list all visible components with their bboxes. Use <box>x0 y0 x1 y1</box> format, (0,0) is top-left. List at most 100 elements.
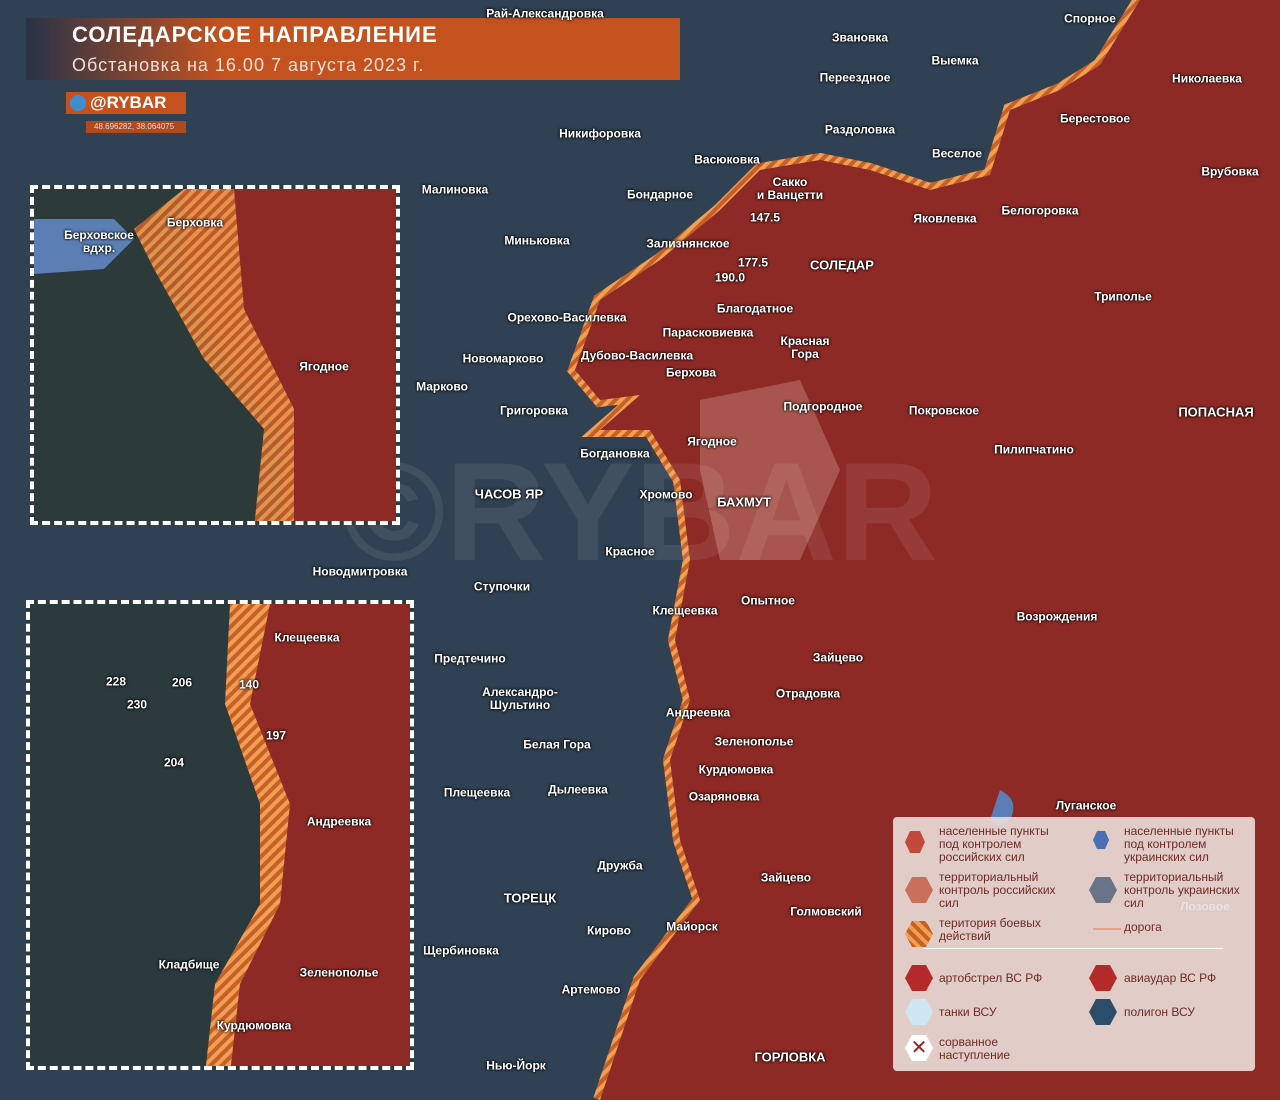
combat-zone-icon <box>905 921 933 947</box>
place-label: Возрождения <box>1016 609 1098 624</box>
page-title: СОЛЕДАРСКОЕ НАПРАВЛЕНИЕ <box>72 22 438 47</box>
legend-tanks: танки ВСУ <box>939 1005 997 1019</box>
place-label: Орехово-Василевка <box>507 310 627 325</box>
place-label: ГОРЛОВКА <box>754 1049 826 1065</box>
legend: населенные пункты под контролем российск… <box>893 817 1255 1071</box>
brand-name: @RYBAR <box>90 93 167 112</box>
place-label: 230 <box>126 697 148 712</box>
place-label: Рай-Александровка <box>486 6 604 21</box>
place-label: 206 <box>171 675 193 690</box>
place-label: Дылеевка <box>548 782 608 797</box>
place-label: Клещеевка <box>274 630 340 645</box>
place-label: ПОПАСНАЯ <box>1178 404 1254 420</box>
place-label: Врубовка <box>1201 164 1259 179</box>
place-label: Зализнянское <box>646 236 730 251</box>
place-label: Зайцево <box>760 870 812 885</box>
place-label: Дружба <box>597 858 643 873</box>
reservoir <box>34 219 134 274</box>
inset-map-yagodnoe[interactable]: Берховка Берховское вдхр. Ягодное <box>30 185 400 525</box>
ua-territory-icon <box>1089 877 1117 903</box>
place-label: Щербиновка <box>423 943 499 958</box>
place-label: Выемка <box>931 53 979 68</box>
legend-divider <box>923 948 1223 949</box>
place-label: Звановка <box>831 30 889 45</box>
place-label: Луганское <box>1055 798 1117 813</box>
place-label: Парасковиевка <box>662 325 754 340</box>
place-label: Кладбище <box>158 957 220 972</box>
inset2-canvas <box>205 604 410 1066</box>
place-label: Триполье <box>1094 289 1152 304</box>
place-label: Миньковка <box>504 233 570 248</box>
inset1-canvas <box>34 189 396 521</box>
place-label: Опытное <box>741 593 795 608</box>
place-label: Подгородное <box>783 399 863 414</box>
place-label: Дубово-Василевка <box>580 348 694 363</box>
place-label: Сакко и Ванцетти <box>756 175 824 202</box>
place-label: Белая Гора <box>523 737 591 752</box>
place-label: Клещеевка <box>652 603 718 618</box>
place-label: Красное <box>605 544 655 559</box>
legend-ru-settlements: населенные пункты под контролем российск… <box>939 824 1049 864</box>
place-label: Покровское <box>908 403 980 418</box>
legend-artillery: артобстрел ВС РФ <box>939 971 1043 985</box>
inset1-combat-zone <box>134 189 294 521</box>
legend-airstrike: авиаудар ВС РФ <box>1124 971 1217 985</box>
airstrike-icon <box>1089 965 1117 991</box>
place-label: Хромово <box>639 487 693 502</box>
place-label: Веселое <box>932 146 982 161</box>
place-label: Яковлевка <box>913 211 977 226</box>
place-label: Андреевка <box>306 814 372 829</box>
ua-settlement-icon <box>1093 831 1109 849</box>
place-label: Зеленополье <box>714 734 794 749</box>
place-label: Переездное <box>819 70 891 85</box>
page-subtitle: Обстановка на 16.00 7 августа 2023 г. <box>72 55 425 75</box>
place-label: Нью-Йорк <box>486 1058 546 1073</box>
place-label: Благодатное <box>716 301 794 316</box>
target-range-icon <box>1089 999 1117 1025</box>
brand-label: @RYBAR <box>66 92 186 114</box>
place-label: 204 <box>163 755 185 770</box>
place-label: Васюковка <box>694 152 760 167</box>
legend-ru-territory: территориальный контроль российских сил <box>939 870 1056 910</box>
place-label: Кирово <box>587 923 631 938</box>
place-label: Берховка <box>166 215 224 230</box>
place-label: Берхова <box>665 365 717 380</box>
place-label: СОЛЕДАР <box>810 257 874 273</box>
place-label: Красная Гора <box>780 334 830 361</box>
inset2-combat-zone <box>205 604 290 1066</box>
place-label: Спорное <box>1064 11 1116 26</box>
place-label: Григоровка <box>500 403 568 418</box>
place-label: Зайцево <box>812 650 864 665</box>
place-label: Новодмитровка <box>312 564 408 579</box>
legend-range: полигон ВСУ <box>1124 1005 1195 1019</box>
place-label: Ступочки <box>473 579 531 594</box>
place-label: Озаряновка <box>688 789 760 804</box>
place-label: Новомарково <box>462 351 544 366</box>
place-label: БАХМУТ <box>717 494 771 510</box>
ru-settlement-icon <box>905 831 925 853</box>
inset-map-andreevka[interactable]: Клещеевка 228 206 230 140 197 204 Андреевка Клад… <box>26 600 414 1070</box>
artillery-icon <box>905 965 933 991</box>
place-label: Марково <box>416 379 468 394</box>
legend-failed: сорванное наступление <box>939 1035 1011 1062</box>
place-label: Никифоровка <box>559 126 641 141</box>
place-label: Андреевка <box>665 705 731 720</box>
place-label: Николаевка <box>1172 71 1242 86</box>
place-label: Берестовое <box>1059 111 1131 126</box>
place-label: Курдюмовка <box>216 1018 292 1033</box>
place-label: Малиновка <box>421 182 489 197</box>
place-label: 140 <box>238 677 260 692</box>
place-label: 177.5 <box>737 255 769 270</box>
place-label: Берховское вдхр. <box>64 228 134 255</box>
place-label: Предтечино <box>434 651 506 666</box>
telegram-icon <box>70 95 86 111</box>
place-label: Александро- Шультино <box>482 685 558 712</box>
place-label: 190.0 <box>714 270 746 285</box>
place-label: Голмовский <box>790 904 862 919</box>
place-label: ЧАСОВ ЯР <box>474 486 544 502</box>
watermark: ©RYBAR <box>342 433 938 590</box>
place-label: Зеленополье <box>299 965 379 980</box>
place-label: Белогоровка <box>1001 203 1079 218</box>
place-label: 147.5 <box>749 210 781 225</box>
legend-ua-territory: территориальный контроль украинских сил <box>1124 870 1240 910</box>
